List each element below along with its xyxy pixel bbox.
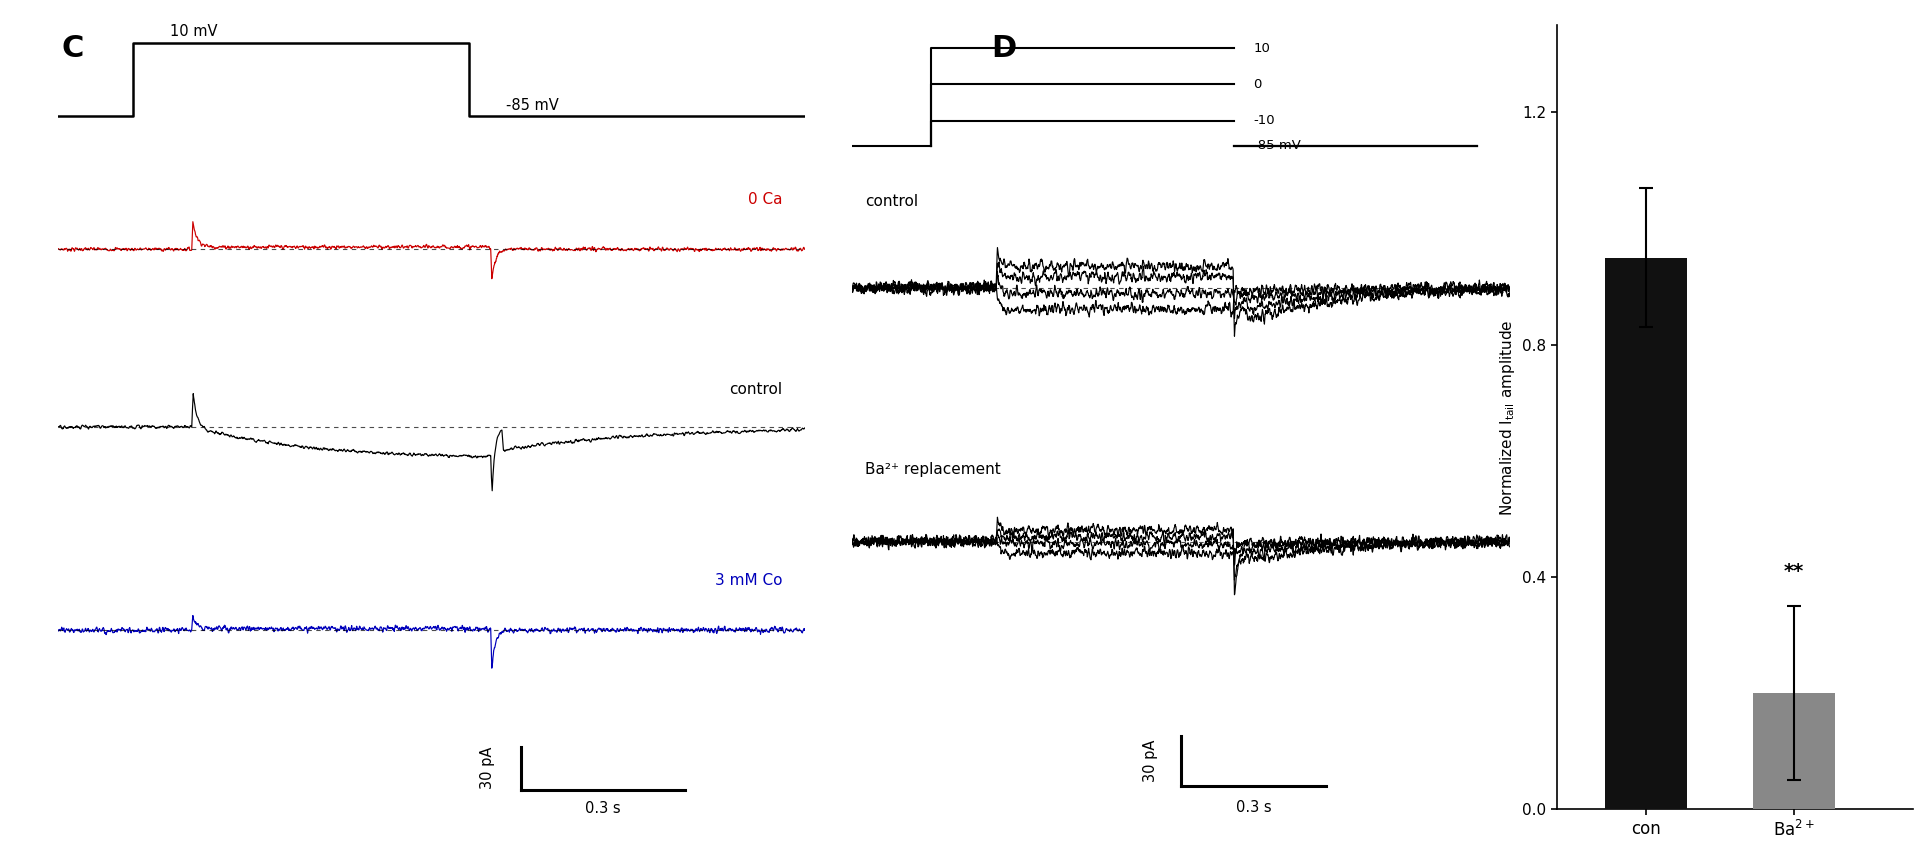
Text: 30 pA: 30 pA xyxy=(1144,740,1157,782)
Text: 0.3 s: 0.3 s xyxy=(585,802,620,817)
Text: **: ** xyxy=(1783,562,1804,581)
Text: Ba²⁺ replacement: Ba²⁺ replacement xyxy=(866,462,1001,477)
Text: 10: 10 xyxy=(1254,41,1269,55)
Text: D: D xyxy=(991,34,1016,62)
Text: 0.3 s: 0.3 s xyxy=(1236,800,1271,815)
Bar xyxy=(1605,258,1687,809)
Text: control: control xyxy=(730,383,782,397)
Text: -85 mV: -85 mV xyxy=(506,98,558,113)
Text: 0 Ca: 0 Ca xyxy=(748,192,782,207)
Text: 30 pA: 30 pA xyxy=(479,747,495,789)
Text: 0: 0 xyxy=(1254,78,1262,91)
Text: control: control xyxy=(866,194,918,208)
Text: 10 mV: 10 mV xyxy=(170,24,218,39)
Text: -85 mV: -85 mV xyxy=(1254,139,1302,153)
Text: -10: -10 xyxy=(1254,114,1275,127)
Bar xyxy=(1754,693,1835,809)
Text: C: C xyxy=(62,34,85,62)
Text: 3 mM Co: 3 mM Co xyxy=(715,573,782,588)
Y-axis label: Normalized I$_{\mathregular{tail}}$ amplitude: Normalized I$_{\mathregular{tail}}$ ampl… xyxy=(1497,319,1517,516)
